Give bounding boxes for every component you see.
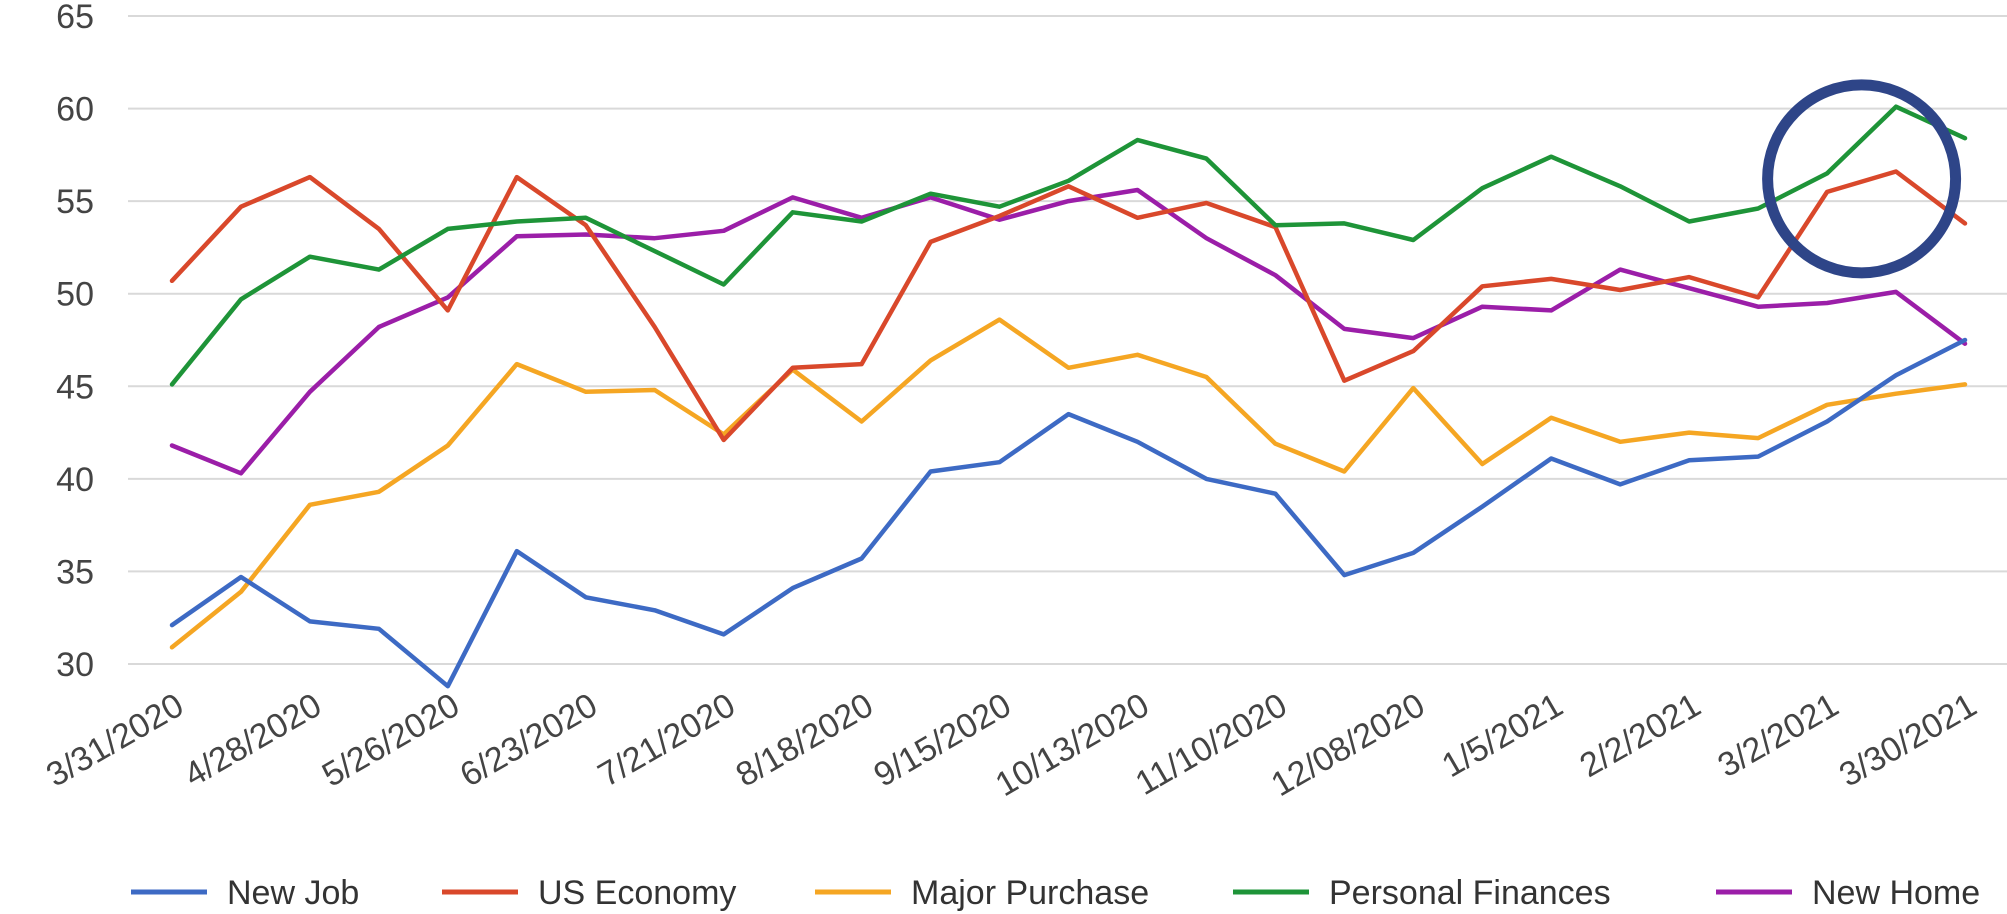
series-line-personal-finances [169, 104, 1968, 387]
x-tick-label: 12/08/2020 [1265, 686, 1431, 804]
x-tick-label: 11/10/2020 [1129, 686, 1293, 803]
x-tick-label: 3/31/2020 [40, 686, 190, 795]
x-tick-label: 1/5/2021 [1436, 686, 1570, 785]
legend-label: Personal Finances [1329, 874, 1611, 912]
legend: New Job US Economy Major Purchase Personal … [131, 874, 1980, 912]
x-tick-label: 6/23/2020 [454, 686, 604, 795]
x-tick-label: 4/28/2020 [178, 686, 328, 795]
legend-label: New Job [227, 874, 359, 912]
y-tick-label: 65 [56, 0, 94, 36]
y-tick-label: 35 [56, 553, 94, 591]
grid-lines [128, 15, 2007, 665]
y-tick-label: 50 [56, 276, 94, 314]
series-line-major-purchase [169, 317, 1968, 650]
annotation [1762, 79, 1962, 279]
y-tick-label: 30 [56, 646, 94, 684]
y-tick-label: 55 [56, 183, 94, 221]
series-lines [169, 104, 1968, 689]
x-tick-label: 7/21/2020 [592, 686, 742, 795]
series-line-new-job [169, 337, 1968, 689]
x-axis-ticks: 3/31/20204/28/20205/26/20206/23/20207/21… [40, 686, 1983, 804]
y-tick-label: 40 [56, 461, 94, 499]
highlight-circle [1762, 79, 1962, 279]
x-tick-label: 3/2/2021 [1711, 686, 1845, 785]
y-tick-label: 60 [56, 91, 94, 129]
x-tick-label: 10/13/2020 [989, 686, 1155, 804]
legend-label: US Economy [538, 874, 736, 912]
x-tick-label: 3/30/2021 [1833, 686, 1983, 795]
x-tick-label: 5/26/2020 [316, 686, 466, 795]
x-tick-label: 8/18/2020 [730, 686, 880, 795]
series-line-us-economy [169, 169, 1968, 443]
y-axis-ticks: 30 35 40 45 50 55 60 65 [56, 0, 94, 684]
legend-label: Major Purchase [911, 874, 1149, 912]
y-tick-label: 45 [56, 368, 94, 406]
legend-label: New Home [1812, 874, 1980, 912]
x-tick-label: 2/2/2021 [1574, 686, 1708, 785]
